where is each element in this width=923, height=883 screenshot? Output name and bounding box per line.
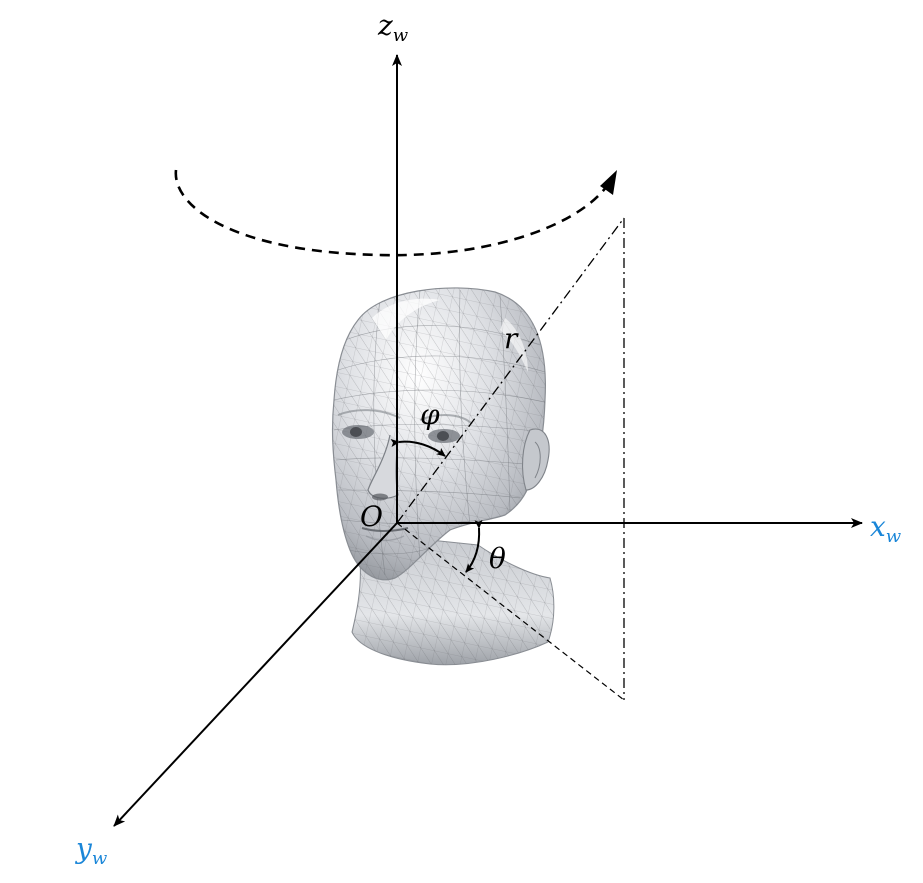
azimuth-angle-arc (465, 519, 483, 573)
elevation-angle-arc (390, 439, 446, 457)
elevation-angle-label: φ (420, 398, 440, 431)
rotation-arrowhead (600, 170, 617, 195)
x-axis-label: xw (870, 510, 902, 547)
z-axis-label: zw (377, 9, 409, 46)
y-axis-label: yw (74, 832, 108, 869)
radius-line (396, 217, 625, 524)
rotation-arrow-icon (174, 169, 614, 257)
azimuth-angle-label: θ (489, 542, 506, 575)
origin-label: O (360, 500, 383, 533)
horizontal-projection-line (396, 522, 625, 701)
y-axis (113, 522, 398, 827)
head-mesh-icon (331, 287, 550, 581)
radius-label: r (504, 322, 519, 355)
